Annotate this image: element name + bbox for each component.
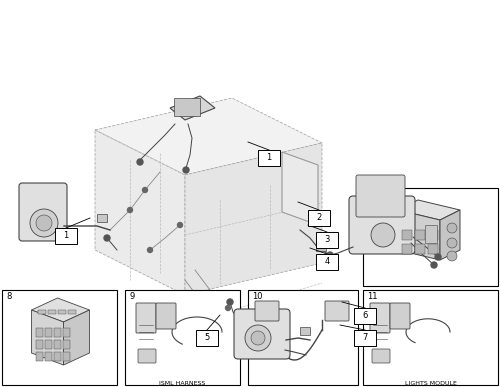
Circle shape (431, 262, 437, 268)
Circle shape (435, 254, 441, 260)
FancyBboxPatch shape (156, 303, 176, 329)
Bar (354, 330, 376, 346)
Polygon shape (54, 340, 60, 349)
Polygon shape (36, 352, 43, 361)
Polygon shape (62, 352, 70, 361)
Polygon shape (32, 298, 90, 322)
Bar (425, 225, 437, 243)
Circle shape (30, 209, 58, 237)
Polygon shape (36, 340, 43, 349)
Bar (316, 254, 338, 270)
Bar (248, 290, 358, 385)
Circle shape (104, 235, 110, 241)
Polygon shape (62, 328, 70, 337)
Polygon shape (282, 152, 318, 225)
Text: 10: 10 (252, 292, 262, 301)
Bar (258, 150, 280, 166)
Bar (58, 310, 66, 314)
Circle shape (251, 331, 265, 345)
Text: 9: 9 (129, 292, 134, 301)
Polygon shape (32, 310, 64, 365)
Circle shape (183, 167, 189, 173)
Bar (125, 290, 240, 385)
FancyBboxPatch shape (255, 301, 279, 321)
Polygon shape (398, 200, 460, 220)
FancyBboxPatch shape (390, 303, 410, 329)
Circle shape (178, 223, 182, 228)
Bar (308, 210, 330, 226)
Circle shape (447, 238, 457, 248)
FancyBboxPatch shape (356, 175, 405, 217)
Polygon shape (402, 230, 412, 240)
Bar (363, 188, 498, 286)
Bar (354, 308, 376, 324)
Text: 6: 6 (362, 312, 368, 320)
Text: 1: 1 (64, 231, 68, 240)
Circle shape (447, 251, 457, 261)
FancyBboxPatch shape (325, 301, 349, 321)
Circle shape (36, 215, 52, 231)
Polygon shape (415, 244, 425, 254)
Bar (48, 310, 56, 314)
Bar (363, 290, 498, 385)
Circle shape (447, 223, 457, 233)
Polygon shape (54, 352, 60, 361)
Polygon shape (95, 98, 322, 175)
Text: 7: 7 (362, 334, 368, 342)
Text: 2: 2 (316, 214, 322, 223)
Circle shape (128, 207, 132, 212)
Polygon shape (44, 328, 52, 337)
Text: 8: 8 (6, 292, 12, 301)
Circle shape (142, 187, 148, 192)
Text: 5: 5 (204, 334, 210, 342)
Bar (300, 327, 310, 335)
Text: 11: 11 (367, 292, 378, 301)
Text: 12: 12 (367, 190, 378, 199)
Bar (97, 214, 107, 222)
FancyBboxPatch shape (234, 309, 290, 359)
FancyBboxPatch shape (138, 349, 156, 363)
Circle shape (327, 252, 333, 258)
Polygon shape (95, 130, 185, 295)
Text: LIGHTS MODULE
HARNESS: LIGHTS MODULE HARNESS (404, 381, 456, 387)
Circle shape (226, 305, 230, 310)
Bar (38, 310, 46, 314)
Polygon shape (428, 230, 438, 240)
FancyBboxPatch shape (136, 303, 156, 333)
Circle shape (148, 248, 152, 252)
Text: ISML HARNESS: ISML HARNESS (160, 381, 206, 386)
Bar (316, 232, 338, 248)
Polygon shape (415, 230, 425, 240)
Polygon shape (170, 96, 215, 120)
FancyBboxPatch shape (372, 349, 390, 363)
Polygon shape (185, 143, 322, 295)
Circle shape (371, 223, 395, 247)
Polygon shape (398, 210, 440, 260)
Bar (68, 310, 76, 314)
Polygon shape (54, 328, 60, 337)
Polygon shape (44, 352, 52, 361)
Circle shape (137, 159, 143, 165)
Bar (174, 98, 200, 116)
Circle shape (245, 325, 271, 351)
Bar (196, 330, 218, 346)
Text: 1: 1 (266, 154, 272, 163)
FancyBboxPatch shape (19, 183, 67, 241)
Polygon shape (440, 210, 460, 260)
Text: 4: 4 (324, 257, 330, 267)
FancyBboxPatch shape (370, 303, 390, 333)
FancyBboxPatch shape (349, 196, 415, 254)
Bar (2, 290, 117, 385)
Circle shape (227, 299, 233, 305)
Polygon shape (428, 244, 438, 254)
Bar (55, 228, 77, 244)
Polygon shape (62, 340, 70, 349)
Polygon shape (44, 340, 52, 349)
Text: 3: 3 (324, 236, 330, 245)
Polygon shape (402, 244, 412, 254)
Polygon shape (64, 310, 90, 365)
Polygon shape (36, 328, 43, 337)
Bar (316, 244, 326, 251)
